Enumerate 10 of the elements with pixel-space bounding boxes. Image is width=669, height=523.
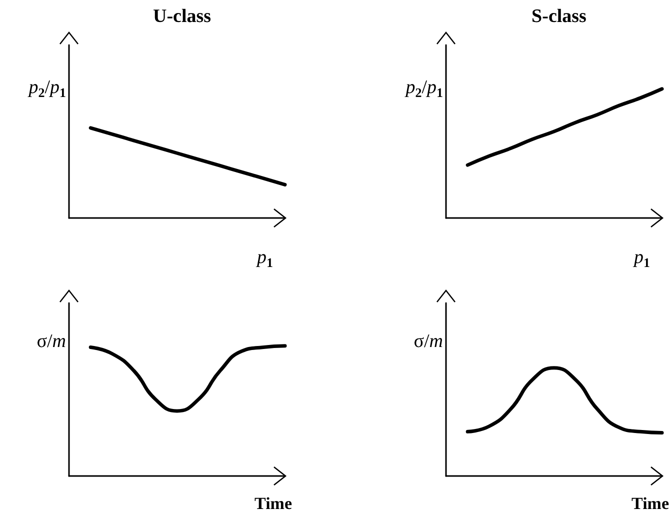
y-axis-title: p$_{2}$/p$_{1}$ [406,77,443,102]
x-axis-title: Time [254,494,292,513]
x-axis-title: Time [632,494,669,513]
y-axis-title: σ/m [414,331,443,352]
chart-title: S-class [532,6,586,27]
chart-title: U-class [152,6,212,27]
y-axis-title: σ/m [36,331,66,352]
x-axis-title: p$_{1}$ [634,247,650,270]
x-axis-title: p$_{1}$ [257,247,273,270]
y-axis-title: p$_{2}$/p$_{1}$ [28,77,66,102]
